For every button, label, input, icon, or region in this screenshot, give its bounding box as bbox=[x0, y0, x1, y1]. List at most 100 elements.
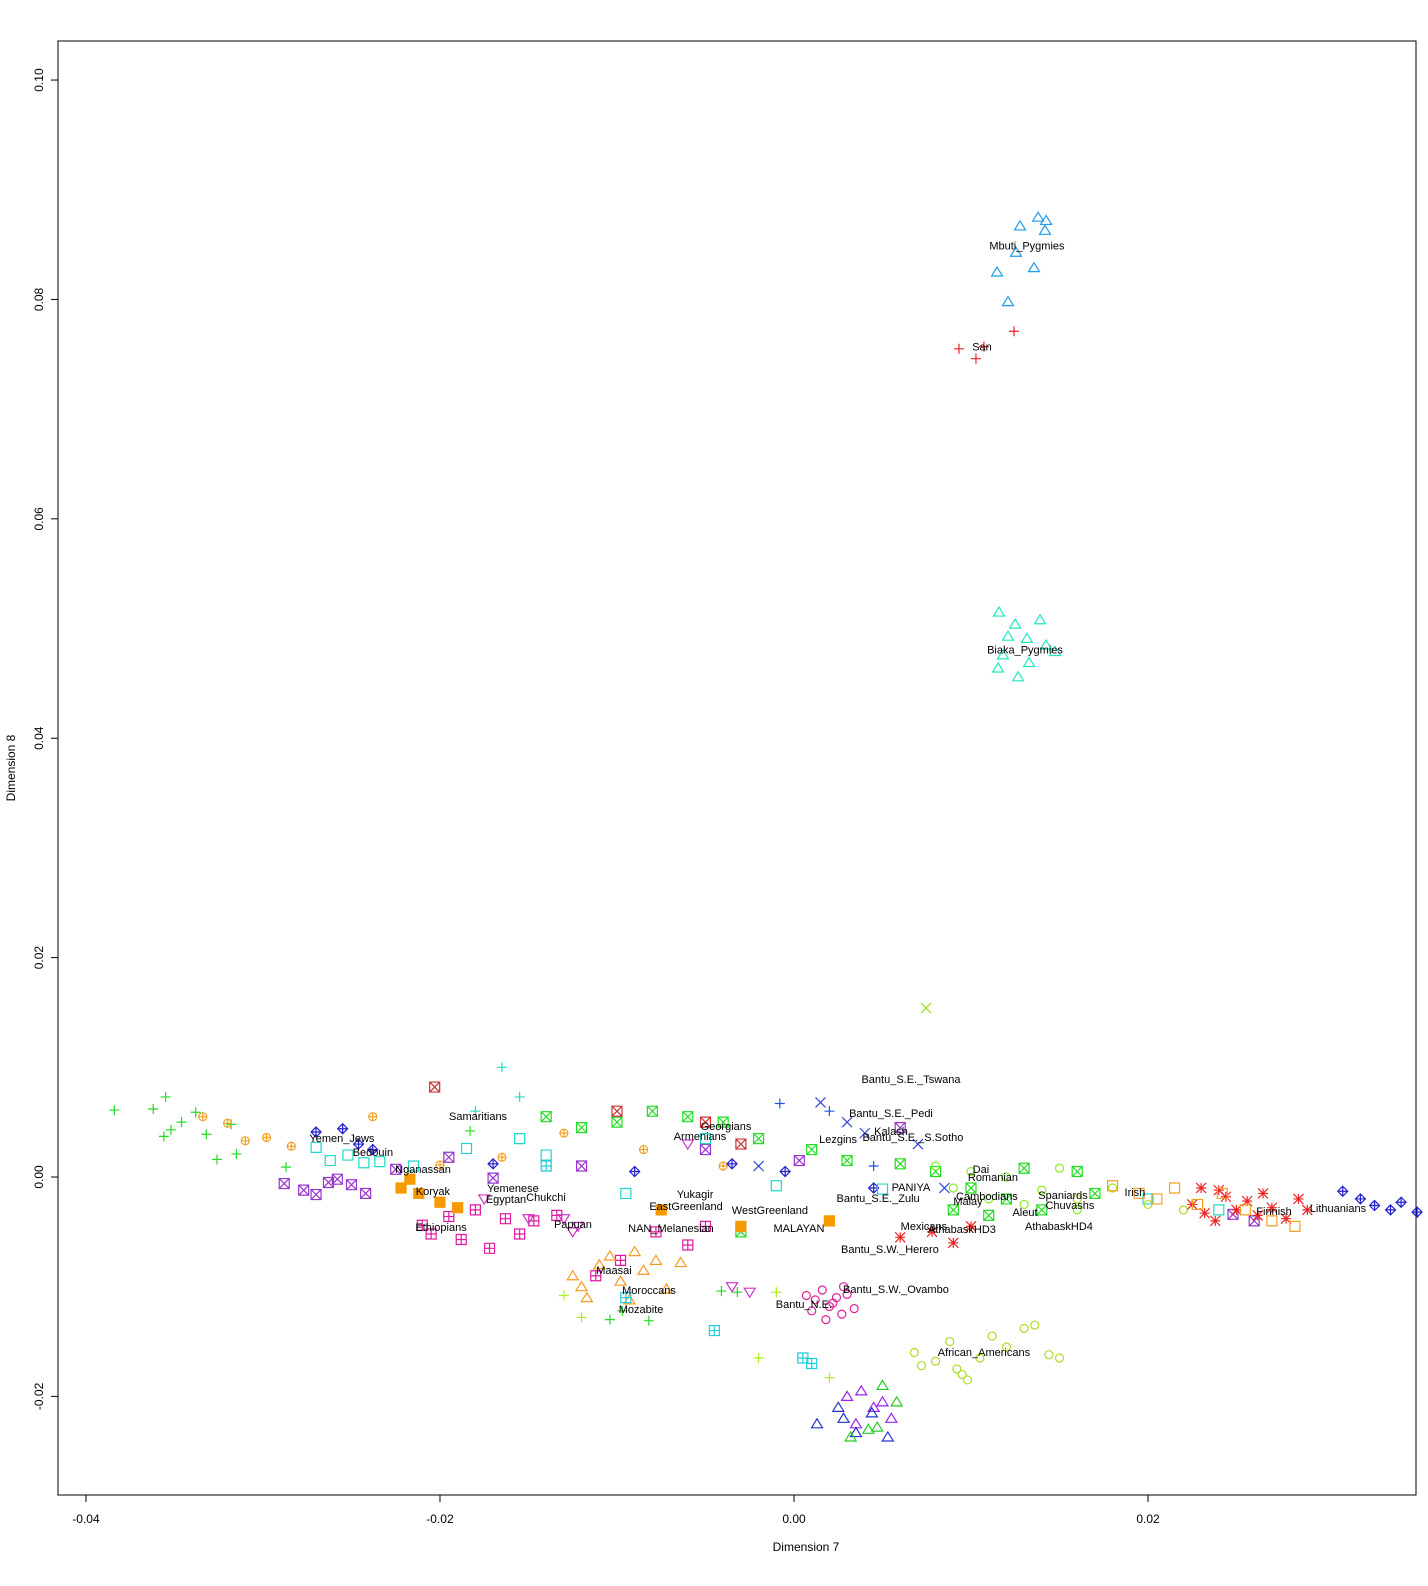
point-label: Bantu_S.W._Herero bbox=[841, 1244, 939, 1256]
data-point bbox=[636, 1264, 651, 1275]
data-point bbox=[176, 1117, 187, 1128]
data-point bbox=[443, 1151, 455, 1163]
data-point bbox=[310, 1126, 322, 1138]
data-point bbox=[575, 1160, 588, 1172]
point-label: Spaniards bbox=[1038, 1190, 1088, 1202]
data-point bbox=[540, 1149, 552, 1161]
data-point bbox=[1280, 1213, 1292, 1225]
data-point bbox=[109, 1105, 120, 1116]
data-point bbox=[1001, 1342, 1012, 1352]
data-point bbox=[1044, 1350, 1054, 1360]
data-point bbox=[580, 1291, 594, 1303]
data-point bbox=[158, 1131, 169, 1142]
data-point bbox=[1213, 1204, 1225, 1216]
data-point bbox=[477, 1194, 491, 1206]
data-point bbox=[894, 1231, 906, 1243]
data-point bbox=[540, 1111, 552, 1123]
data-point bbox=[646, 1105, 658, 1117]
data-point bbox=[614, 1254, 627, 1266]
data-point bbox=[983, 1209, 995, 1221]
data-point bbox=[699, 1220, 712, 1232]
data-point bbox=[1018, 1162, 1030, 1174]
point-label: Mexicans bbox=[901, 1221, 948, 1233]
data-point bbox=[604, 1314, 615, 1325]
point-label: African_Americans bbox=[938, 1347, 1031, 1359]
data-point bbox=[452, 1202, 464, 1214]
data-point bbox=[831, 1293, 842, 1303]
point-label: AthabaskHD4 bbox=[1025, 1221, 1093, 1233]
data-point bbox=[571, 1221, 585, 1233]
point-label: Lithuanians bbox=[1310, 1203, 1367, 1215]
data-point bbox=[1072, 1205, 1082, 1215]
data-point bbox=[160, 1091, 171, 1102]
data-point bbox=[1252, 1209, 1264, 1221]
point-label: Maasai bbox=[596, 1265, 631, 1277]
data-point bbox=[842, 1289, 852, 1299]
data-point bbox=[1213, 1184, 1225, 1196]
data-point bbox=[716, 1286, 727, 1297]
point-label: Bedouin bbox=[353, 1147, 393, 1159]
data-point bbox=[854, 1384, 868, 1396]
point-label: Moroccans bbox=[622, 1285, 676, 1297]
x-tick-label: -0.02 bbox=[426, 1512, 454, 1526]
data-point bbox=[1151, 1193, 1163, 1205]
y-tick-label: 0.10 bbox=[32, 68, 46, 92]
data-point bbox=[1178, 1205, 1189, 1215]
data-point bbox=[497, 1152, 507, 1162]
data-point bbox=[841, 1154, 853, 1167]
point-label: Bantu_N.E. bbox=[776, 1299, 832, 1311]
data-point bbox=[1037, 1185, 1047, 1195]
data-point bbox=[590, 1270, 602, 1282]
data-point bbox=[682, 1239, 694, 1251]
data-point bbox=[1039, 638, 1053, 650]
data-point bbox=[310, 1188, 322, 1201]
data-point bbox=[1072, 1194, 1082, 1204]
data-point bbox=[211, 1154, 222, 1165]
point-label: NAN_Melanesian bbox=[628, 1223, 714, 1235]
data-point bbox=[681, 1139, 695, 1151]
data-point bbox=[806, 1357, 818, 1370]
data-point bbox=[1001, 630, 1015, 641]
point-label: Bantu_S.E._Pedi bbox=[849, 1108, 933, 1120]
data-point bbox=[1039, 214, 1053, 226]
data-point bbox=[374, 1156, 386, 1168]
x-tick-label: 0.00 bbox=[782, 1512, 806, 1526]
point-label: Mbuti_Pygmies bbox=[989, 241, 1065, 253]
point-label: Yemen_Jews bbox=[309, 1133, 375, 1145]
data-point bbox=[952, 1364, 962, 1374]
data-point bbox=[1354, 1193, 1367, 1205]
point-label: Mozabite bbox=[619, 1304, 664, 1316]
data-point bbox=[821, 1315, 831, 1325]
data-point bbox=[1030, 1320, 1040, 1330]
data-point bbox=[1293, 1193, 1304, 1205]
point-label: Nganassan bbox=[395, 1164, 451, 1176]
data-point bbox=[1019, 1199, 1029, 1210]
data-point bbox=[576, 1312, 587, 1323]
data-point bbox=[810, 1417, 824, 1429]
data-point bbox=[368, 1112, 378, 1122]
data-point bbox=[841, 1116, 853, 1128]
data-point bbox=[469, 1204, 481, 1216]
data-point bbox=[725, 1282, 739, 1293]
data-point bbox=[360, 1187, 372, 1200]
data-point bbox=[837, 1309, 847, 1319]
data-point bbox=[514, 1228, 526, 1240]
data-point bbox=[770, 1180, 782, 1192]
data-point bbox=[358, 1157, 370, 1169]
data-point bbox=[1195, 1182, 1207, 1194]
data-point bbox=[945, 1336, 955, 1347]
data-point bbox=[559, 1128, 569, 1138]
x-tick-label: -0.04 bbox=[72, 1512, 100, 1526]
data-point bbox=[947, 1204, 959, 1216]
data-point bbox=[717, 1116, 729, 1128]
data-point bbox=[992, 605, 1006, 617]
data-point bbox=[603, 1249, 617, 1261]
data-point bbox=[659, 1282, 674, 1294]
data-point bbox=[1048, 645, 1062, 657]
data-point bbox=[953, 343, 964, 354]
data-point bbox=[566, 1269, 580, 1281]
data-point bbox=[753, 1160, 765, 1172]
data-point bbox=[752, 1133, 765, 1145]
data-point bbox=[920, 1002, 932, 1014]
point-label: Cambodians bbox=[956, 1191, 1018, 1203]
